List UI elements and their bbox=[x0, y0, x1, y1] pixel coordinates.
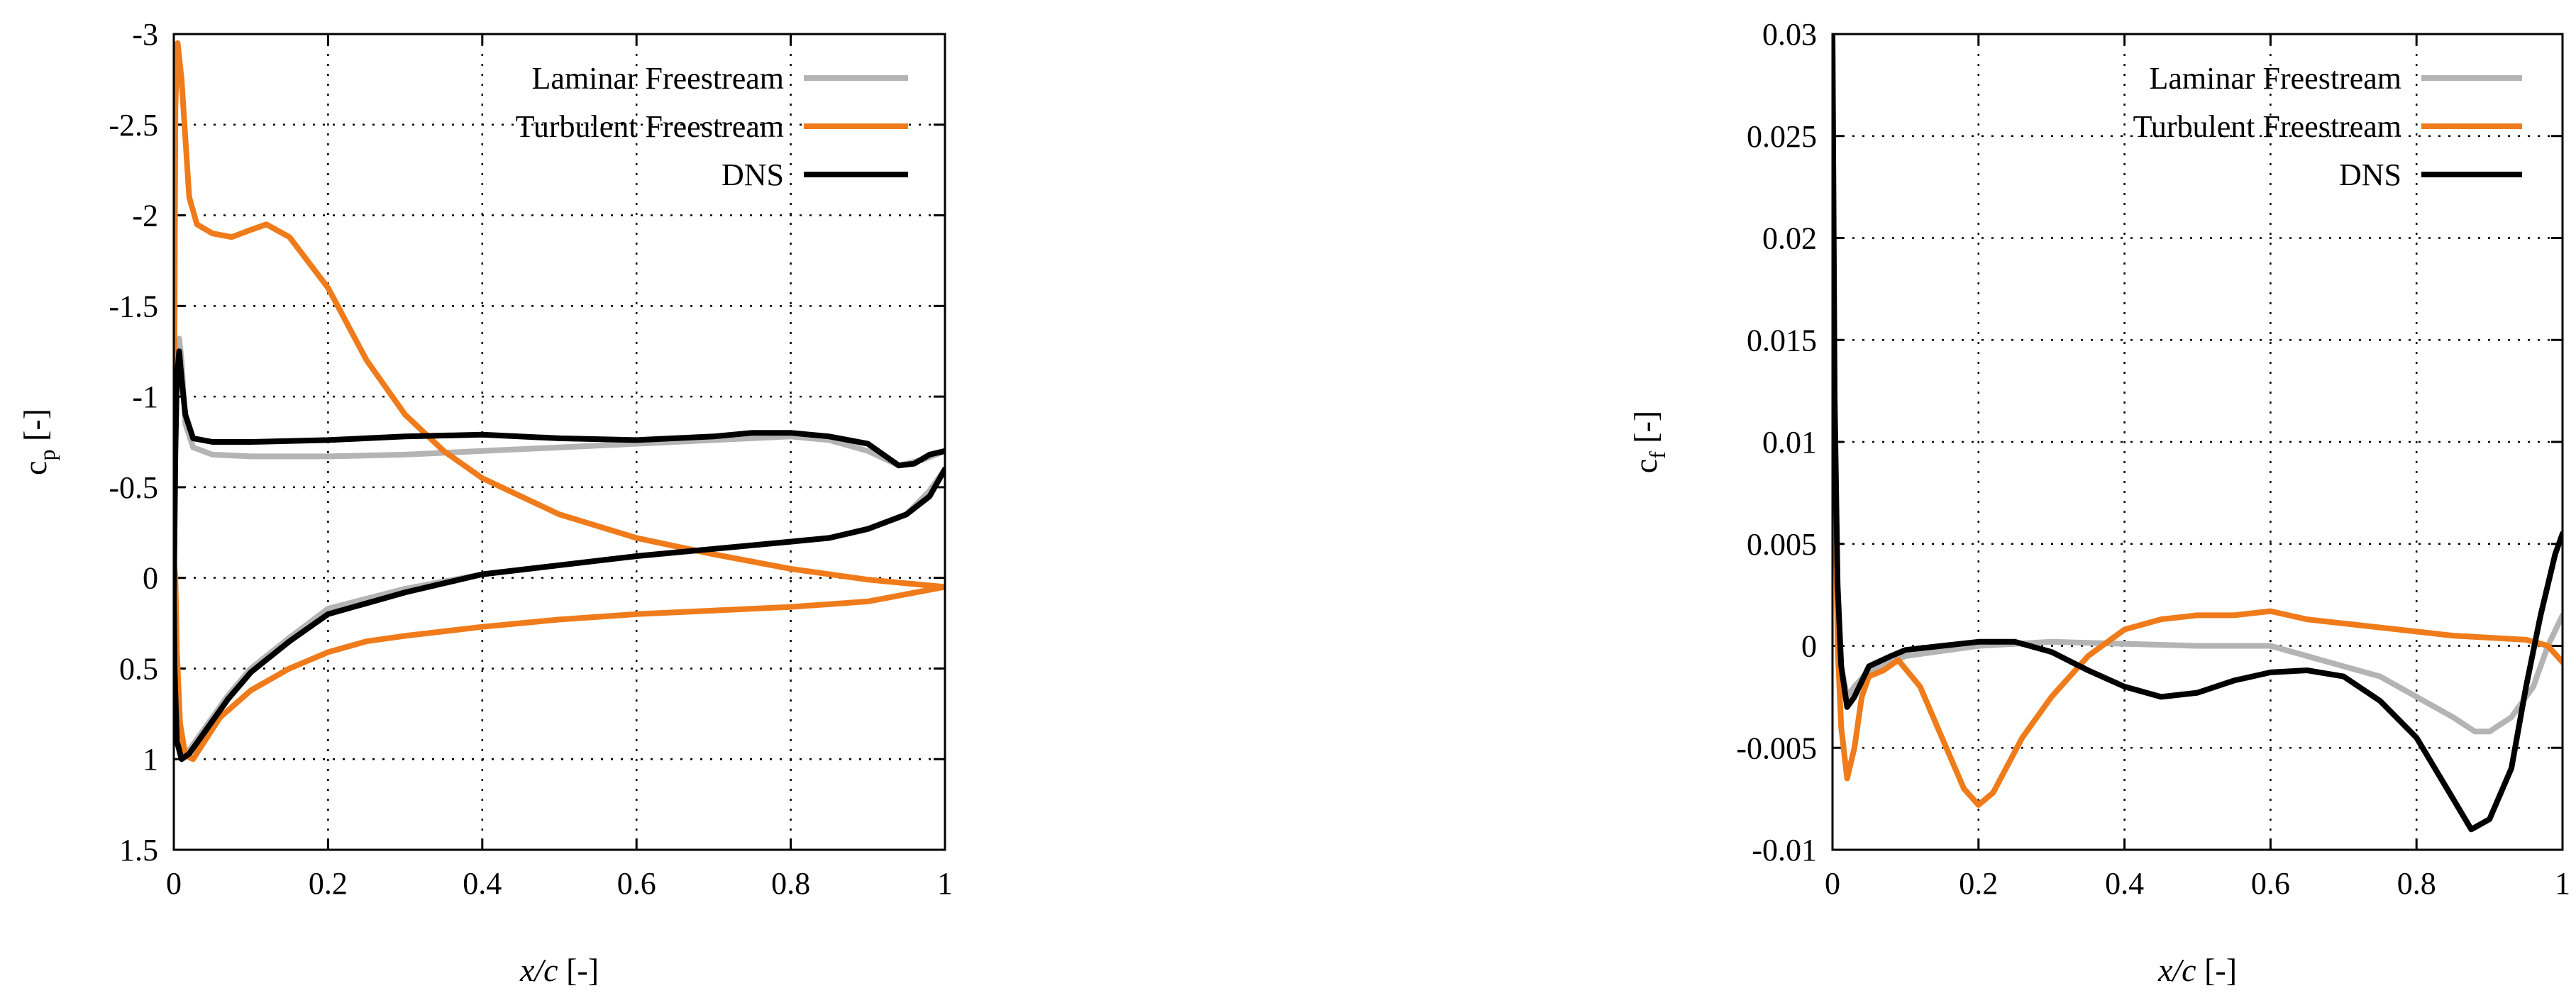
plot-frame bbox=[172, 33, 946, 851]
y-tick-label: 0 bbox=[143, 561, 158, 596]
legend-label: Turbulent Freestream bbox=[516, 109, 784, 144]
y-tick-label: -3 bbox=[132, 17, 158, 52]
legend-label: DNS bbox=[722, 157, 784, 192]
y-tick-label: 0.02 bbox=[1762, 221, 1817, 256]
y-tick-label: -1.5 bbox=[109, 289, 158, 323]
x-tick-label: 0.2 bbox=[309, 866, 348, 901]
x-axis-label: x/c [-] bbox=[2157, 952, 2237, 988]
y-tick-label: -0.005 bbox=[1736, 731, 1817, 765]
series-line-dns bbox=[1833, 34, 2563, 833]
y-axis-label: cp [-] bbox=[17, 409, 60, 475]
y-tick-label: 0.025 bbox=[1747, 119, 1817, 154]
series-line-dns bbox=[174, 348, 945, 763]
series-line-laminar-freestream bbox=[174, 336, 945, 759]
y-axis-label-main: c bbox=[1627, 459, 1664, 473]
series-line-turbulent-freestream bbox=[174, 40, 945, 763]
y-axis-label-main: c bbox=[17, 461, 53, 475]
y-tick-label: 0.01 bbox=[1762, 425, 1817, 460]
x-tick-label: 0.8 bbox=[2397, 866, 2436, 901]
y-axis-label-subscript: f bbox=[1644, 451, 1670, 459]
y-tick-label: 0.5 bbox=[119, 651, 158, 686]
y-tick-label: 1 bbox=[143, 742, 158, 777]
skin-friction-coefficient-chart: 0 0.2 0.4 0.6 0.8 1 0.03 0.025 0.02 0.015 0.01 0.00… bbox=[1627, 17, 2570, 988]
x-tick-label: 1 bbox=[2555, 866, 2570, 901]
y-tick-label: -1 bbox=[132, 379, 158, 414]
y-tick-label: 0.005 bbox=[1747, 527, 1817, 562]
y-axis-label-unit: [-] bbox=[1627, 411, 1664, 451]
y-axis-label: cf [-] bbox=[1627, 411, 1670, 474]
y-tick-label: -0.5 bbox=[109, 470, 158, 505]
x-tick-label: 0.6 bbox=[2251, 866, 2290, 901]
x-tick-label: 0.2 bbox=[1959, 866, 1998, 901]
legend-label: DNS bbox=[2339, 157, 2401, 192]
plot-frame bbox=[1831, 33, 2564, 851]
y-tick-label: -0.01 bbox=[1752, 833, 1817, 868]
x-axis-label-variable: x/c bbox=[519, 952, 558, 988]
legend-label: Laminar Freestream bbox=[531, 61, 784, 96]
x-axis-label-unit: [-] bbox=[558, 952, 599, 988]
pressure-coefficient-chart: 0 0.2 0.4 0.6 0.8 1 -3 -2.5 -2 -1.5 -1 -0.5 0 0.5 1 1.5… bbox=[17, 17, 953, 988]
y-axis-label-unit: [-] bbox=[17, 409, 53, 449]
x-tick-label: 0.4 bbox=[2105, 866, 2144, 901]
y-tick-label: 0 bbox=[1801, 629, 1817, 664]
x-tick-label: 0 bbox=[166, 866, 182, 901]
x-axis-label: x/c [-] bbox=[519, 952, 599, 988]
y-axis-label-subscript: p bbox=[34, 450, 60, 461]
x-tick-label: 0.6 bbox=[617, 866, 656, 901]
y-tick-label: -2 bbox=[132, 199, 158, 233]
series-line-turbulent-freestream bbox=[1833, 133, 2563, 808]
x-axis-label-variable: x/c bbox=[2157, 952, 2196, 988]
y-tick-label: 0.015 bbox=[1747, 323, 1817, 358]
x-tick-label: 0 bbox=[1825, 866, 1840, 901]
x-tick-label: 0.8 bbox=[771, 866, 810, 901]
x-tick-label: 1 bbox=[937, 866, 953, 901]
y-tick-label: -2.5 bbox=[109, 108, 158, 143]
x-tick-label: 0.4 bbox=[463, 866, 502, 901]
legend-label: Laminar Freestream bbox=[2149, 61, 2401, 96]
legend-label: Turbulent Freestream bbox=[2133, 109, 2401, 144]
y-tick-label: 0.03 bbox=[1762, 17, 1817, 52]
x-axis-label-unit: [-] bbox=[2196, 952, 2237, 988]
y-tick-label: 1.5 bbox=[119, 833, 158, 868]
